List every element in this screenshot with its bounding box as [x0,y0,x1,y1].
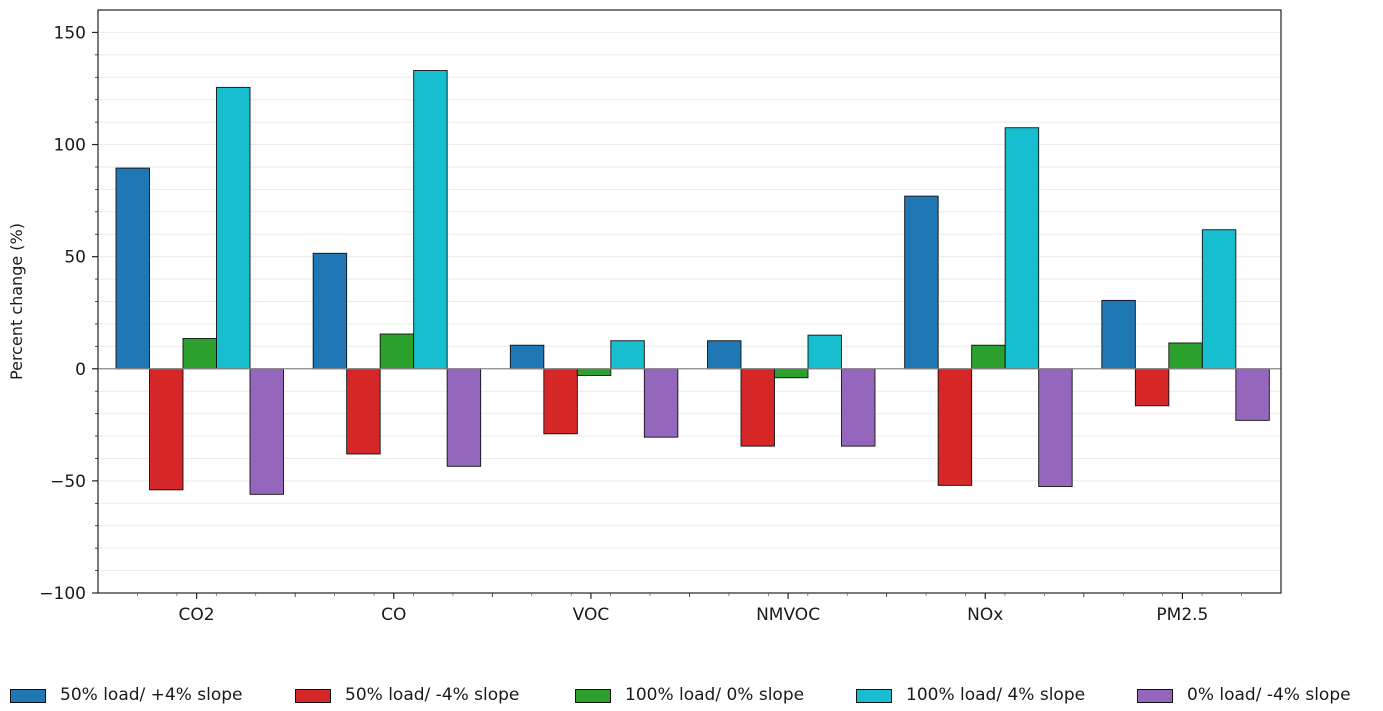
x-tick-label: NOx [967,605,1003,625]
bar [937,368,973,486]
bar [576,368,612,376]
y-tick-label: 150 [54,23,86,43]
legend-label: 100% load/ 4% slope [906,685,1086,705]
bar [807,334,842,370]
bar [312,252,348,370]
legend-swatch [295,689,331,703]
x-tick-label: NMVOC [756,605,820,625]
bar [182,338,217,370]
bar [149,368,184,491]
bar [1168,342,1203,370]
y-tick-label: 100 [54,136,86,156]
legend-label: 0% load/ -4% slope [1187,685,1351,705]
legend-swatch [856,689,892,703]
bar [509,344,545,370]
y-tick-label: −50 [50,472,86,492]
legend-swatch [10,689,46,703]
legend-swatch [1137,689,1173,703]
legend-label: 100% load/ 0% slope [625,685,805,705]
y-tick-label: 0 [75,360,86,380]
legend-label: 50% load/ -4% slope [345,685,520,705]
y-tick-label: 50 [64,248,86,268]
bar [249,368,284,495]
bar [1235,368,1270,421]
bar [1201,229,1237,370]
bar [971,344,1006,370]
y-axis-label: Percent change (%) [7,223,26,380]
bar [379,333,415,370]
legend-label: 50% load/ +4% slope [60,685,243,705]
bar [740,368,775,447]
bar [774,368,809,379]
bar [216,86,251,370]
bar [413,70,448,370]
x-axis: CO2 CO VOC NMVOC NOx PM2.5 [137,593,1242,625]
x-tick-label: CO2 [179,605,215,625]
bar [707,340,742,370]
legend: 50% load/ +4% slope 50% load/ -4% slope 10… [0,682,1383,710]
bar [841,368,876,447]
bar [1038,368,1073,487]
bar [115,167,150,370]
y-tick-label: −100 [39,584,86,604]
bar [346,368,381,455]
bar [446,368,482,467]
x-tick-label: VOC [573,605,610,625]
bar [543,368,578,435]
bar [1101,299,1136,370]
x-tick-label: PM2.5 [1156,605,1208,625]
bar [904,195,939,370]
bar [610,340,645,370]
bar [643,368,679,438]
bar [1004,127,1040,370]
bar [1134,368,1170,407]
x-tick-label: CO [381,605,406,625]
y-axis: 150 100 50 0 −50 −100 [39,23,98,604]
grid-lines [98,31,1281,572]
bars [115,70,1270,495]
bar-chart: 150 100 50 0 −50 −100 CO2 CO VOC NMVOC NOx PM2.5 P… [7,9,1282,625]
legend-swatch [575,689,611,703]
